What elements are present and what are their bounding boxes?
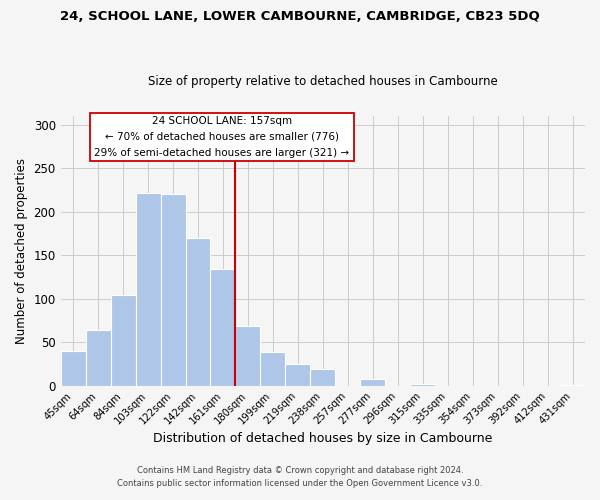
Bar: [211, 270, 235, 386]
Bar: [260, 352, 286, 386]
Bar: [235, 326, 260, 386]
Y-axis label: Number of detached properties: Number of detached properties: [15, 158, 28, 344]
Bar: [161, 194, 185, 386]
Text: 24, SCHOOL LANE, LOWER CAMBOURNE, CAMBRIDGE, CB23 5DQ: 24, SCHOOL LANE, LOWER CAMBOURNE, CAMBRI…: [60, 10, 540, 23]
Text: 24 SCHOOL LANE: 157sqm
← 70% of detached houses are smaller (776)
29% of semi-de: 24 SCHOOL LANE: 157sqm ← 70% of detached…: [94, 116, 349, 158]
Bar: [286, 364, 310, 386]
Bar: [560, 385, 585, 386]
Bar: [185, 238, 211, 386]
Bar: [136, 192, 161, 386]
FancyBboxPatch shape: [89, 114, 354, 160]
Bar: [360, 379, 385, 386]
Bar: [410, 384, 435, 386]
Bar: [310, 368, 335, 386]
Text: Contains HM Land Registry data © Crown copyright and database right 2024.
Contai: Contains HM Land Registry data © Crown c…: [118, 466, 482, 487]
Bar: [61, 351, 86, 386]
Bar: [110, 296, 136, 386]
Bar: [86, 330, 110, 386]
X-axis label: Distribution of detached houses by size in Cambourne: Distribution of detached houses by size …: [153, 432, 493, 445]
Title: Size of property relative to detached houses in Cambourne: Size of property relative to detached ho…: [148, 76, 498, 88]
